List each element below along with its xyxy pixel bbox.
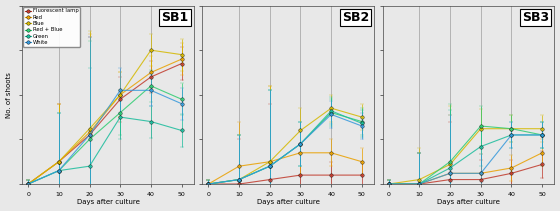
X-axis label: Days after culture: Days after culture [77, 199, 139, 206]
Text: SB2: SB2 [342, 11, 369, 24]
Text: SB1: SB1 [161, 11, 189, 24]
Text: SB3: SB3 [522, 11, 549, 24]
Legend: Fluorescent lamp, Red, Blue, Red + Blue, Green, White: Fluorescent lamp, Red, Blue, Red + Blue,… [23, 7, 81, 47]
X-axis label: Days after culture: Days after culture [257, 199, 320, 206]
Y-axis label: No. of shoots: No. of shoots [6, 72, 12, 118]
X-axis label: Days after culture: Days after culture [437, 199, 500, 206]
